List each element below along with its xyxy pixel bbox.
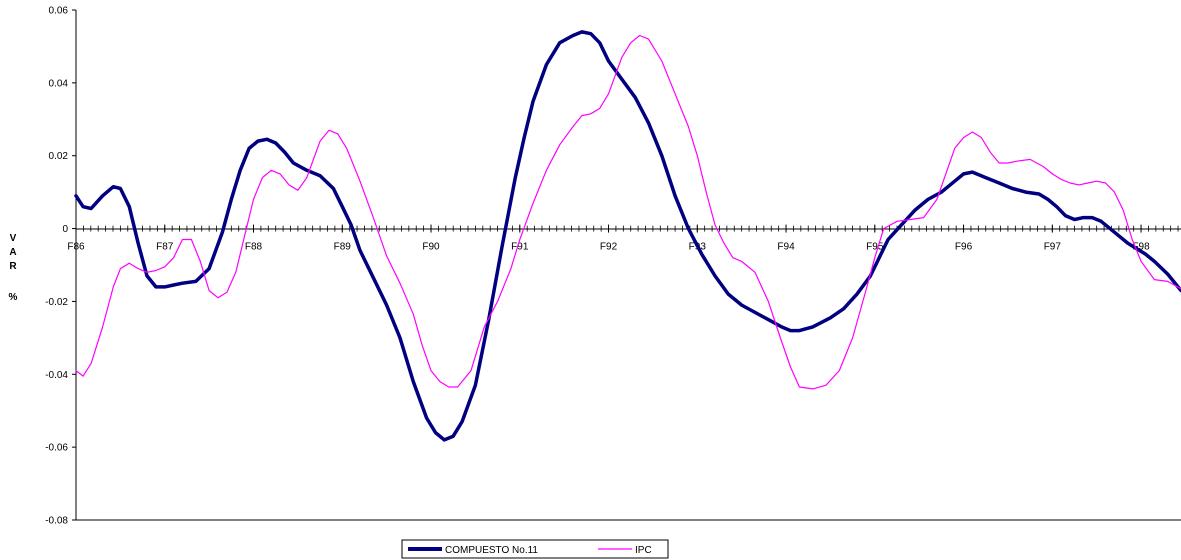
- x-tick-label: F90: [422, 242, 440, 253]
- x-tick-label: F98: [1132, 242, 1150, 253]
- y-tick-label: -0.02: [45, 297, 68, 308]
- x-tick-label: F94: [777, 242, 795, 253]
- y-axis-label-char: A: [9, 247, 16, 258]
- legend: COMPUESTO No.11 IPC: [401, 539, 669, 559]
- legend-box: [401, 539, 669, 559]
- legend-label-ipc: IPC: [635, 545, 652, 556]
- y-tick-label: 0: [62, 224, 68, 235]
- x-tick-label: F87: [156, 242, 174, 253]
- y-ticks: 0.06 0.04 0.02 0 -0.02 -0.04 -0.06 -0.08: [45, 6, 76, 527]
- legend-label-compuesto: COMPUESTO No.11: [445, 545, 538, 556]
- y-tick-label: 0.02: [49, 151, 69, 162]
- x-tick-label: F86: [67, 242, 85, 253]
- y-tick-label: -0.06: [45, 443, 68, 454]
- series-line-compuesto: [74, 30, 1181, 442]
- x-tick-label: F88: [245, 242, 263, 253]
- x-tick-label: F89: [334, 242, 352, 253]
- x-minor-ticks: [75, 225, 1179, 232]
- y-tick-label: 0.04: [49, 78, 69, 89]
- y-axis-label-char: R: [9, 261, 17, 272]
- series-line-ipc: [75, 34, 1181, 390]
- x-tick-label: F95: [866, 242, 884, 253]
- y-tick-label: -0.04: [45, 370, 68, 381]
- plot-area: 0.06 0.04 0.02 0 -0.02 -0.04 -0.06 -0.08 F86 F87…: [45, 6, 1181, 527]
- y-tick-label: -0.08: [45, 516, 68, 527]
- x-tick-label: F97: [1044, 242, 1062, 253]
- series-lines: [74, 30, 1181, 442]
- y-axis-label-char: V: [10, 233, 17, 244]
- y-axis-label-char: %: [9, 292, 18, 303]
- y-axis-label: VAR%: [9, 233, 18, 303]
- x-tick-label: F96: [955, 242, 973, 253]
- x-tick-label: F91: [511, 242, 529, 253]
- x-tick-label: F92: [600, 242, 618, 253]
- y-tick-label: 0.06: [49, 6, 69, 17]
